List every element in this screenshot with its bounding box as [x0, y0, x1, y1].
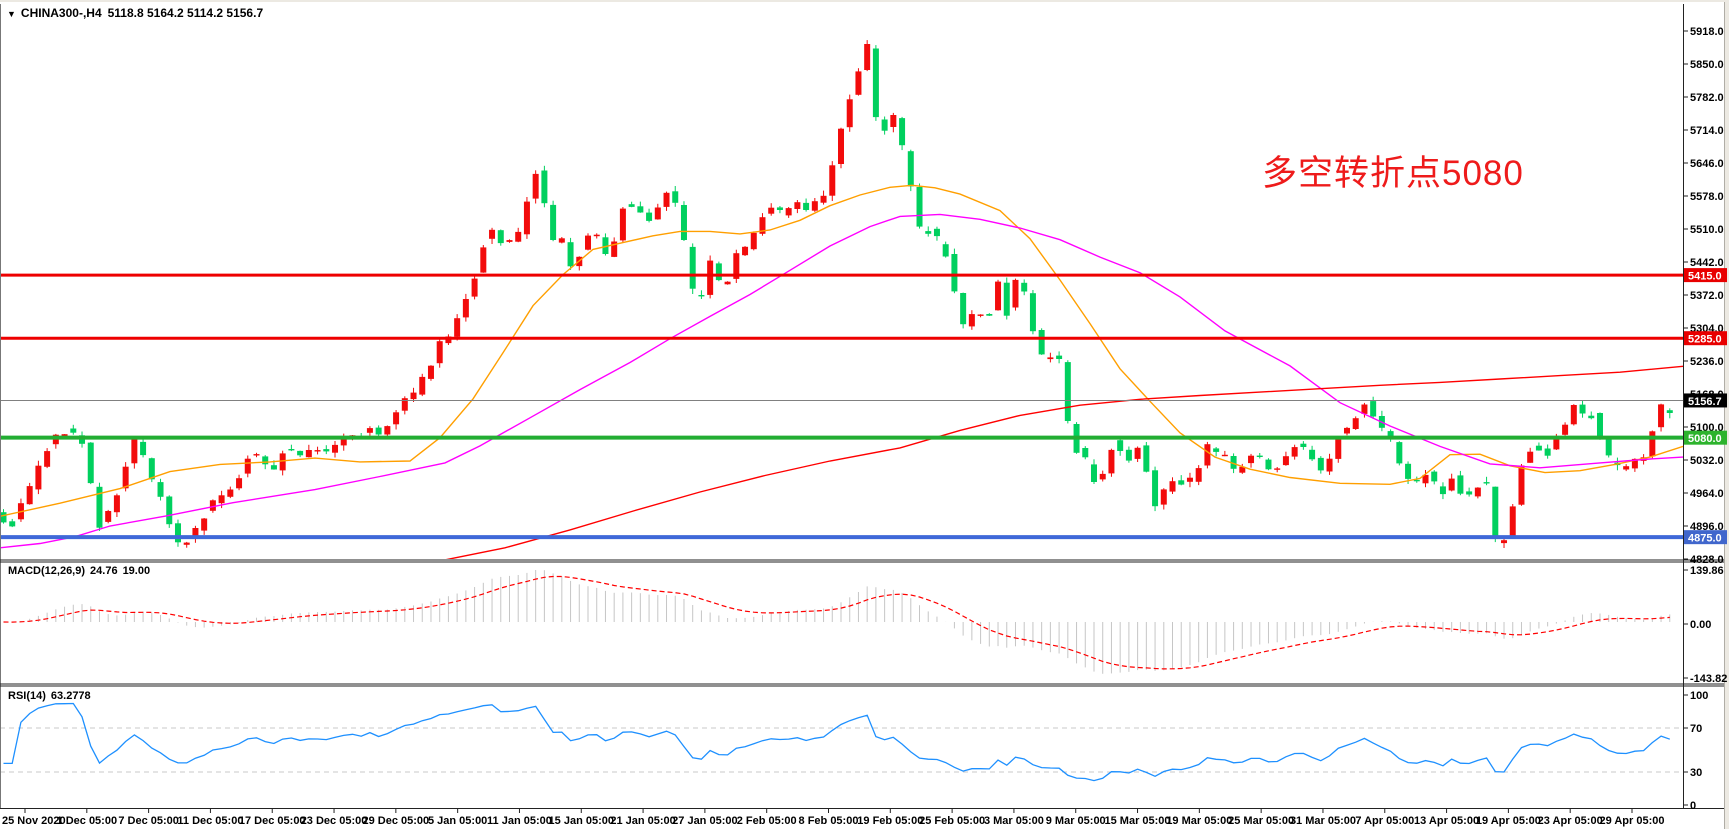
date-tick-label: 3 Mar 05:00 — [984, 815, 1044, 827]
rsi-value: 63.2778 — [50, 690, 91, 702]
price-badge-5285.0: 5285.0 — [1684, 331, 1727, 346]
svg-text:5285.0: 5285.0 — [1688, 334, 1722, 346]
date-tick-label: 15 Mar 05:00 — [1105, 815, 1171, 827]
price-tick-label: 5578.0 — [1690, 191, 1724, 203]
date-tick-label: 7 Dec 05:00 — [118, 815, 179, 827]
date-tick-label: 11 Jan 05:00 — [487, 815, 552, 827]
price-tick-label: 5782.0 — [1690, 92, 1724, 104]
price-tick-label: 5032.0 — [1690, 455, 1724, 467]
ma-slow-line — [445, 365, 1683, 559]
date-tick-label: 25 Mar 05:00 — [1228, 815, 1294, 827]
date-tick-label: 17 Dec 05:00 — [239, 815, 306, 827]
macd-signal-value: 19.00 — [122, 565, 151, 577]
date-tick-label: 29 Dec 05:00 — [363, 815, 430, 827]
collapse-icon[interactable]: ▼ — [7, 9, 16, 19]
price-tick-label: 5714.0 — [1690, 125, 1724, 137]
macd-layer — [3, 570, 1671, 674]
ma-fast-line — [1, 184, 1683, 517]
price-tick-label: 5510.0 — [1690, 224, 1724, 236]
annotation-text: 多空转折点5080 — [1262, 154, 1524, 193]
date-tick-label: 19 Feb 05:00 — [857, 815, 923, 827]
rsi-scale-label: 30 — [1690, 767, 1702, 779]
rsi-pane-label: RSI(14) 63.2778 — [8, 690, 96, 702]
candlestick-layer — [1, 40, 1673, 548]
price-tick-label: 4896.0 — [1690, 521, 1724, 533]
svg-text:5080.0: 5080.0 — [1688, 433, 1722, 445]
rsi-line — [3, 702, 1671, 782]
date-tick-label: 19 Apr 05:00 — [1476, 815, 1541, 827]
rsi-scale-label: 0 — [1690, 800, 1696, 812]
macd-scale-label: 139.86 — [1690, 565, 1724, 577]
price-badge-4875.0: 4875.0 — [1684, 530, 1727, 545]
hlines-layer — [0, 273, 1683, 540]
chart-header: ▼ CHINA300-,H4 5118.8 5164.2 5114.2 5156.7 — [7, 6, 269, 20]
ohlc-values: 5118.8 5164.2 5114.2 5156.7 — [107, 6, 264, 20]
ma-mid-line — [1, 213, 1683, 549]
moving-averages-layer — [1, 184, 1683, 559]
date-tick-label: 25 Nov 2020 — [2, 815, 66, 827]
svg-text:4875.0: 4875.0 — [1688, 533, 1722, 545]
price-tick-label: 5372.0 — [1690, 290, 1724, 302]
macd-scale-label: -143.82 — [1690, 673, 1727, 685]
date-tick-label: 1 Dec 05:00 — [57, 815, 118, 827]
price-tick-label: 5236.0 — [1690, 356, 1724, 368]
date-tick-label: 31 Mar 05:00 — [1290, 815, 1356, 827]
date-tick-label: 25 Feb 05:00 — [919, 815, 985, 827]
date-tick-label: 21 Jan 05:00 — [610, 815, 675, 827]
price-badge-5080.0: 5080.0 — [1684, 430, 1727, 445]
price-tick-label: 5646.0 — [1690, 158, 1724, 170]
macd-indicator-name: MACD(12,26,9) — [8, 565, 86, 577]
rsi-indicator-name: RSI(14) — [8, 690, 46, 702]
macd-pane-label: MACD(12,26,9) 24.76 19.00 — [8, 565, 155, 577]
price-tick-label: 4828.0 — [1690, 554, 1724, 566]
date-tick-label: 23 Dec 05:00 — [301, 815, 368, 827]
symbol-period-label: CHINA300-,H4 — [20, 6, 102, 20]
svg-text:5156.7: 5156.7 — [1688, 396, 1722, 408]
price-tick-label: 5442.0 — [1690, 257, 1724, 269]
date-tick-label: 2 Feb 05:00 — [737, 815, 797, 827]
rsi-scale-label: 100 — [1690, 690, 1708, 702]
date-tick-label: 5 Jan 05:00 — [428, 815, 487, 827]
price-tick-label: 5850.0 — [1690, 59, 1724, 71]
date-tick-label: 8 Feb 05:00 — [799, 815, 859, 827]
price-tick-label: 5918.0 — [1690, 26, 1724, 38]
price-badge-5415.0: 5415.0 — [1684, 268, 1727, 283]
macd-scale-label: 0.00 — [1690, 619, 1711, 631]
macd-main-value: 24.76 — [90, 565, 118, 577]
date-tick-label: 27 Jan 05:00 — [672, 815, 737, 827]
date-tick-label: 19 Mar 05:00 — [1166, 815, 1232, 827]
rsi-scale-label: 70 — [1690, 723, 1702, 735]
date-tick-label: 15 Jan 05:00 — [549, 815, 614, 827]
svg-text:5415.0: 5415.0 — [1688, 271, 1722, 283]
date-tick-label: 7 Apr 05:00 — [1355, 815, 1414, 827]
date-tick-label: 23 Apr 05:00 — [1538, 815, 1603, 827]
macd-signal-line — [3, 575, 1670, 670]
window-right-edge — [1725, 2, 1729, 829]
date-tick-label: 13 Apr 05:00 — [1414, 815, 1479, 827]
price-tick-label: 4964.0 — [1690, 488, 1724, 500]
date-tick-label: 29 Apr 05:00 — [1599, 815, 1664, 827]
date-tick-label: 11 Dec 05:00 — [177, 815, 243, 827]
current-price-badge: 5156.7 — [1684, 393, 1727, 408]
date-tick-label: 9 Mar 05:00 — [1046, 815, 1106, 827]
rsi-layer — [1, 702, 1683, 782]
